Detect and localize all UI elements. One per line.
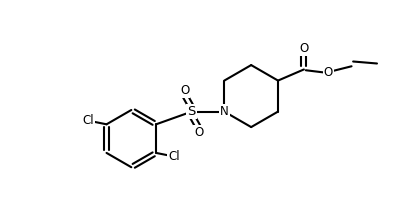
Text: N: N xyxy=(220,105,229,118)
Text: Cl: Cl xyxy=(83,114,95,127)
Text: O: O xyxy=(180,84,189,97)
Text: O: O xyxy=(299,42,308,55)
Text: O: O xyxy=(324,66,333,79)
Text: Cl: Cl xyxy=(168,150,180,164)
Text: O: O xyxy=(194,126,203,139)
Text: S: S xyxy=(188,105,196,118)
